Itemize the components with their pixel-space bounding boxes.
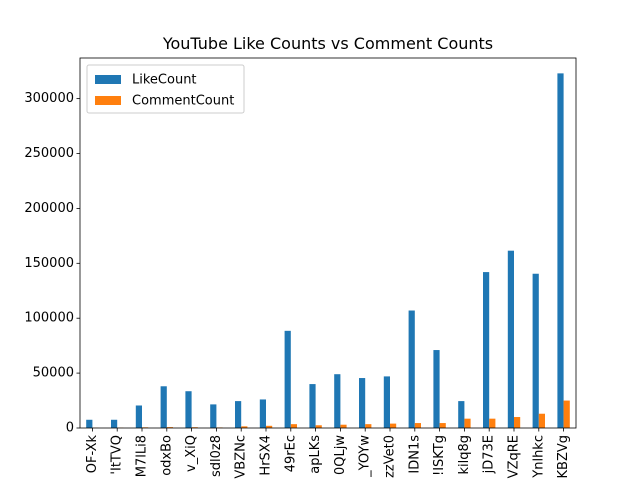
bar-likecount — [557, 73, 564, 429]
x-tick-label: M7lLi8 — [135, 435, 150, 477]
bar-likecount — [334, 374, 341, 428]
x-tick-label: IDN1s — [407, 435, 422, 474]
x-tick-label: 'ItTVQ — [110, 435, 125, 475]
bar-likecount — [408, 310, 415, 428]
bar-commentcount — [439, 423, 446, 428]
x-axis: OF-Xk 'ItTVQ M7lLi8 odxBo v_XiQ sdl0z8 VBZNc Hr… — [85, 428, 571, 479]
chart-title: YouTube Like Counts vs Comment Counts — [162, 34, 493, 53]
bar-commentcount — [390, 423, 397, 428]
y-tick-label: 50000 — [33, 366, 74, 381]
bar-likecount — [86, 419, 93, 428]
bar-commentcount — [241, 426, 248, 428]
legend-swatch-likecount — [95, 75, 121, 84]
bar-commentcount — [290, 424, 297, 428]
bar-commentcount — [563, 400, 570, 428]
plot-frame — [79, 57, 577, 429]
x-tick-label: zzVet0 — [383, 435, 398, 478]
x-tick-label: apLKs — [308, 435, 323, 474]
bar-likecount — [160, 386, 167, 428]
x-tick-label: odxBo — [159, 435, 174, 476]
bar-likecount — [359, 378, 366, 428]
x-tick-label: VZqRE — [507, 435, 522, 478]
x-tick-label: _YOYw — [358, 435, 373, 478]
x-tick-label: KBZVg — [556, 435, 571, 479]
x-tick-label: HrSX4 — [259, 435, 274, 476]
y-tick-label: 0 — [66, 421, 74, 436]
bar-commentcount — [464, 418, 471, 428]
x-tick-label: kilq8g — [457, 435, 472, 475]
legend-box — [86, 64, 245, 114]
bar-likecount — [383, 376, 390, 428]
y-tick-label: 200000 — [24, 201, 74, 216]
bar-commentcount — [489, 418, 496, 428]
y-axis: 0 50000 100000 150000 200000 250000 300000 — [24, 91, 80, 436]
y-tick-label: 250000 — [24, 146, 74, 161]
bar-commentcount — [315, 425, 322, 428]
bar-likecount — [135, 405, 142, 428]
x-tick-label: jD73E — [482, 435, 497, 474]
bar-likecount — [284, 330, 291, 428]
x-tick-label: 0QLjw — [333, 435, 348, 475]
bar-commentcount — [166, 427, 173, 428]
bar-likecount — [235, 401, 242, 428]
legend-label: CommentCount — [132, 94, 234, 109]
x-tick-label: sdl0z8 — [209, 435, 224, 477]
bar-likecount — [111, 419, 118, 428]
bar-likecount — [309, 384, 316, 428]
legend-swatch-commentcount — [95, 96, 121, 105]
legend-label: LikeCount — [132, 73, 197, 88]
bars-group — [86, 73, 570, 429]
bar-likecount — [532, 273, 539, 428]
x-tick-label: 49rEc — [283, 435, 298, 472]
x-tick-label: OF-Xk — [85, 435, 100, 474]
bar-commentcount — [266, 425, 273, 428]
legend: LikeCount CommentCount — [86, 64, 245, 114]
x-tick-label: v_XiQ — [184, 435, 199, 472]
bar-likecount — [483, 272, 490, 428]
x-tick-label: !ISKTg — [432, 435, 447, 476]
y-tick-label: 300000 — [24, 91, 74, 106]
bar-likecount — [458, 401, 465, 428]
x-tick-label: VBZNc — [234, 435, 249, 479]
bar-commentcount — [414, 423, 421, 428]
bar-likecount — [507, 250, 514, 428]
x-tick-label: Ynlhkc — [531, 435, 546, 479]
y-tick-label: 150000 — [24, 256, 74, 271]
bar-commentcount — [514, 417, 521, 428]
bar-commentcount — [340, 424, 347, 428]
bar-likecount — [259, 399, 266, 428]
bar-likecount — [433, 350, 440, 428]
bar-commentcount — [365, 424, 372, 428]
bar-likecount — [185, 391, 192, 428]
bar-likecount — [210, 404, 217, 428]
bar-commentcount — [538, 413, 545, 428]
y-tick-label: 100000 — [24, 311, 74, 326]
